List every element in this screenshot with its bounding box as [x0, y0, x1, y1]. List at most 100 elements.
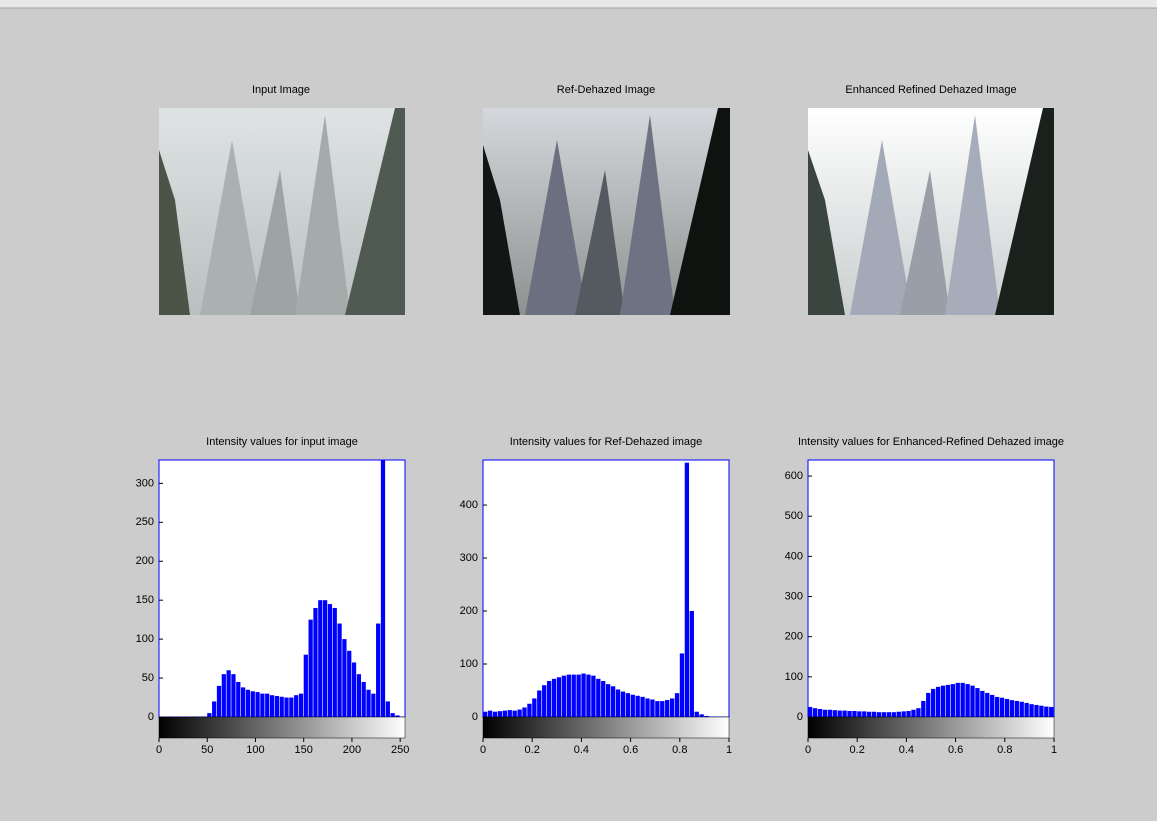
- bar: [931, 688, 936, 717]
- bar: [827, 709, 832, 717]
- bar: [337, 623, 342, 717]
- bar: [226, 670, 231, 717]
- y-tick-label: 150: [136, 594, 154, 606]
- bar: [395, 715, 400, 717]
- bar: [390, 713, 395, 717]
- bar: [822, 709, 828, 717]
- colorbar: [807, 716, 1055, 739]
- bar: [1049, 706, 1054, 717]
- bar: [318, 600, 323, 717]
- bar: [255, 692, 260, 717]
- bar: [294, 695, 299, 717]
- bar: [342, 639, 347, 717]
- image: [159, 108, 405, 315]
- bar: [999, 697, 1005, 717]
- x-tick-label: 100: [246, 744, 264, 756]
- bar: [1039, 705, 1044, 717]
- bar: [926, 692, 931, 717]
- bar: [212, 701, 217, 717]
- y-tick-label: 400: [460, 499, 478, 511]
- bar: [817, 708, 823, 717]
- bar: [847, 710, 852, 717]
- bar: [537, 690, 542, 717]
- x-tick-label: 0.8: [997, 744, 1012, 756]
- bar: [625, 693, 630, 717]
- bar: [561, 675, 567, 717]
- y-tick-label: 0: [797, 711, 803, 723]
- bar: [207, 713, 212, 717]
- bar: [221, 674, 226, 717]
- bar: [502, 710, 507, 717]
- bar: [1004, 698, 1010, 717]
- y-tick-label: 50: [142, 672, 154, 684]
- bar: [837, 710, 842, 717]
- bar: [620, 691, 626, 717]
- bar: [950, 684, 955, 717]
- bar: [975, 688, 980, 717]
- bar: [231, 674, 236, 717]
- bar: [674, 693, 680, 717]
- y-tick-label: 200: [460, 605, 478, 617]
- bar: [566, 674, 571, 717]
- x-tick-label: 0.6: [948, 744, 963, 756]
- bar: [542, 685, 547, 717]
- x-tick-label: 250: [391, 744, 409, 756]
- bar: [385, 701, 390, 717]
- y-tick-label: 300: [136, 477, 154, 489]
- bar: [610, 686, 616, 717]
- bar: [347, 650, 352, 717]
- bar: [265, 693, 270, 717]
- bar: [630, 694, 635, 717]
- bar: [351, 662, 357, 717]
- bar: [665, 700, 670, 717]
- image: [808, 108, 1054, 315]
- bar: [990, 694, 995, 717]
- bar: [980, 690, 985, 717]
- bar: [591, 675, 596, 717]
- x-tick-label: 50: [201, 744, 213, 756]
- x-tick-label: 0.4: [899, 744, 914, 756]
- bar: [985, 692, 990, 717]
- colorbar: [482, 716, 730, 739]
- bar: [906, 710, 911, 717]
- bar: [1034, 704, 1039, 717]
- bar: [571, 674, 576, 717]
- bar: [812, 708, 818, 717]
- image-title: Input Image: [252, 84, 310, 96]
- bar: [216, 685, 222, 717]
- x-tick-label: 0: [480, 744, 486, 756]
- bar: [601, 680, 606, 717]
- bar: [527, 703, 532, 717]
- bar: [492, 711, 498, 717]
- bar: [842, 710, 847, 717]
- bar: [586, 674, 591, 717]
- x-tick-label: 0.4: [574, 744, 589, 756]
- bar: [852, 710, 857, 717]
- bar: [1029, 704, 1034, 717]
- bar: [901, 711, 906, 717]
- bar: [689, 611, 694, 717]
- bar: [517, 709, 522, 717]
- chart-title: Intensity values for Ref-Dehazed image: [510, 436, 703, 448]
- bar: [576, 674, 581, 717]
- bar: [289, 697, 294, 717]
- x-tick-label: 0: [156, 744, 162, 756]
- bar: [507, 710, 512, 717]
- x-tick-label: 150: [295, 744, 313, 756]
- bar: [361, 681, 366, 717]
- bar: [332, 607, 337, 717]
- bar: [640, 696, 645, 717]
- bar: [867, 711, 872, 717]
- x-tick-label: 200: [343, 744, 361, 756]
- bar: [371, 693, 376, 717]
- bar: [679, 653, 685, 717]
- y-tick-label: 200: [785, 631, 803, 643]
- bar: [881, 712, 887, 717]
- y-tick-label: 600: [785, 470, 803, 482]
- bar: [615, 689, 621, 717]
- plot-area: [159, 460, 405, 717]
- bar: [896, 711, 901, 717]
- bar: [945, 684, 951, 717]
- bar: [857, 711, 862, 717]
